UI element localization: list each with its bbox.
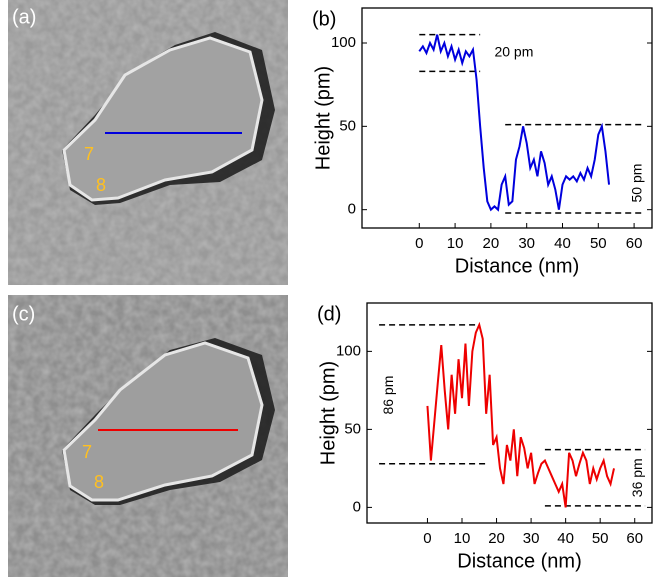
panel-label: (c) [12, 303, 35, 325]
data-line [426, 321, 615, 508]
x-tick-label: 20 [488, 530, 505, 547]
x-tick-label: 30 [523, 530, 540, 547]
x-tick-label: 50 [592, 530, 609, 547]
x-tick-label: 0 [415, 235, 423, 252]
y-tick-label: 0 [348, 201, 356, 218]
x-tick-label: 30 [518, 235, 535, 252]
y-tick-label: 50 [339, 117, 356, 134]
x-tick-label: 40 [554, 235, 571, 252]
data-line [418, 34, 611, 212]
x-tick-label: 10 [454, 530, 471, 547]
panel-label: (a) [12, 6, 36, 28]
x-tick-label: 50 [590, 235, 607, 252]
marker-label: 8 [94, 472, 104, 492]
y-tick-label: 100 [336, 342, 361, 359]
image-a: (a) 7 8 [8, 0, 288, 285]
y-tick-label: 0 [353, 498, 361, 515]
plot-frame [361, 7, 653, 229]
x-tick-label: 60 [626, 530, 643, 547]
annotation: 50 pm [628, 164, 644, 203]
annotation: 20 pm [494, 44, 533, 60]
y-axis-label: Height (pm) [317, 361, 339, 465]
panel-label: (b) [312, 8, 336, 30]
x-tick-label: 40 [557, 530, 574, 547]
annotation: 36 pm [629, 458, 645, 497]
annotation: 86 pm [380, 376, 396, 415]
panel-label: (d) [317, 303, 341, 325]
y-tick-label: 50 [344, 420, 361, 437]
y-tick-label: 100 [331, 34, 356, 51]
plot-frame [366, 302, 653, 524]
x-tick-label: 0 [423, 530, 431, 547]
marker-label: 7 [82, 442, 92, 462]
y-axis-label: Height (pm) [312, 66, 334, 170]
x-tick-label: 10 [447, 235, 464, 252]
marker-label: 7 [84, 144, 94, 164]
marker-label: 8 [96, 175, 106, 195]
x-axis-label: Distance (nm) [455, 255, 579, 277]
x-axis-label: Distance (nm) [457, 550, 581, 572]
image-c: (c) 7 8 [8, 295, 288, 577]
x-tick-label: 20 [483, 235, 500, 252]
x-tick-label: 60 [626, 235, 643, 252]
